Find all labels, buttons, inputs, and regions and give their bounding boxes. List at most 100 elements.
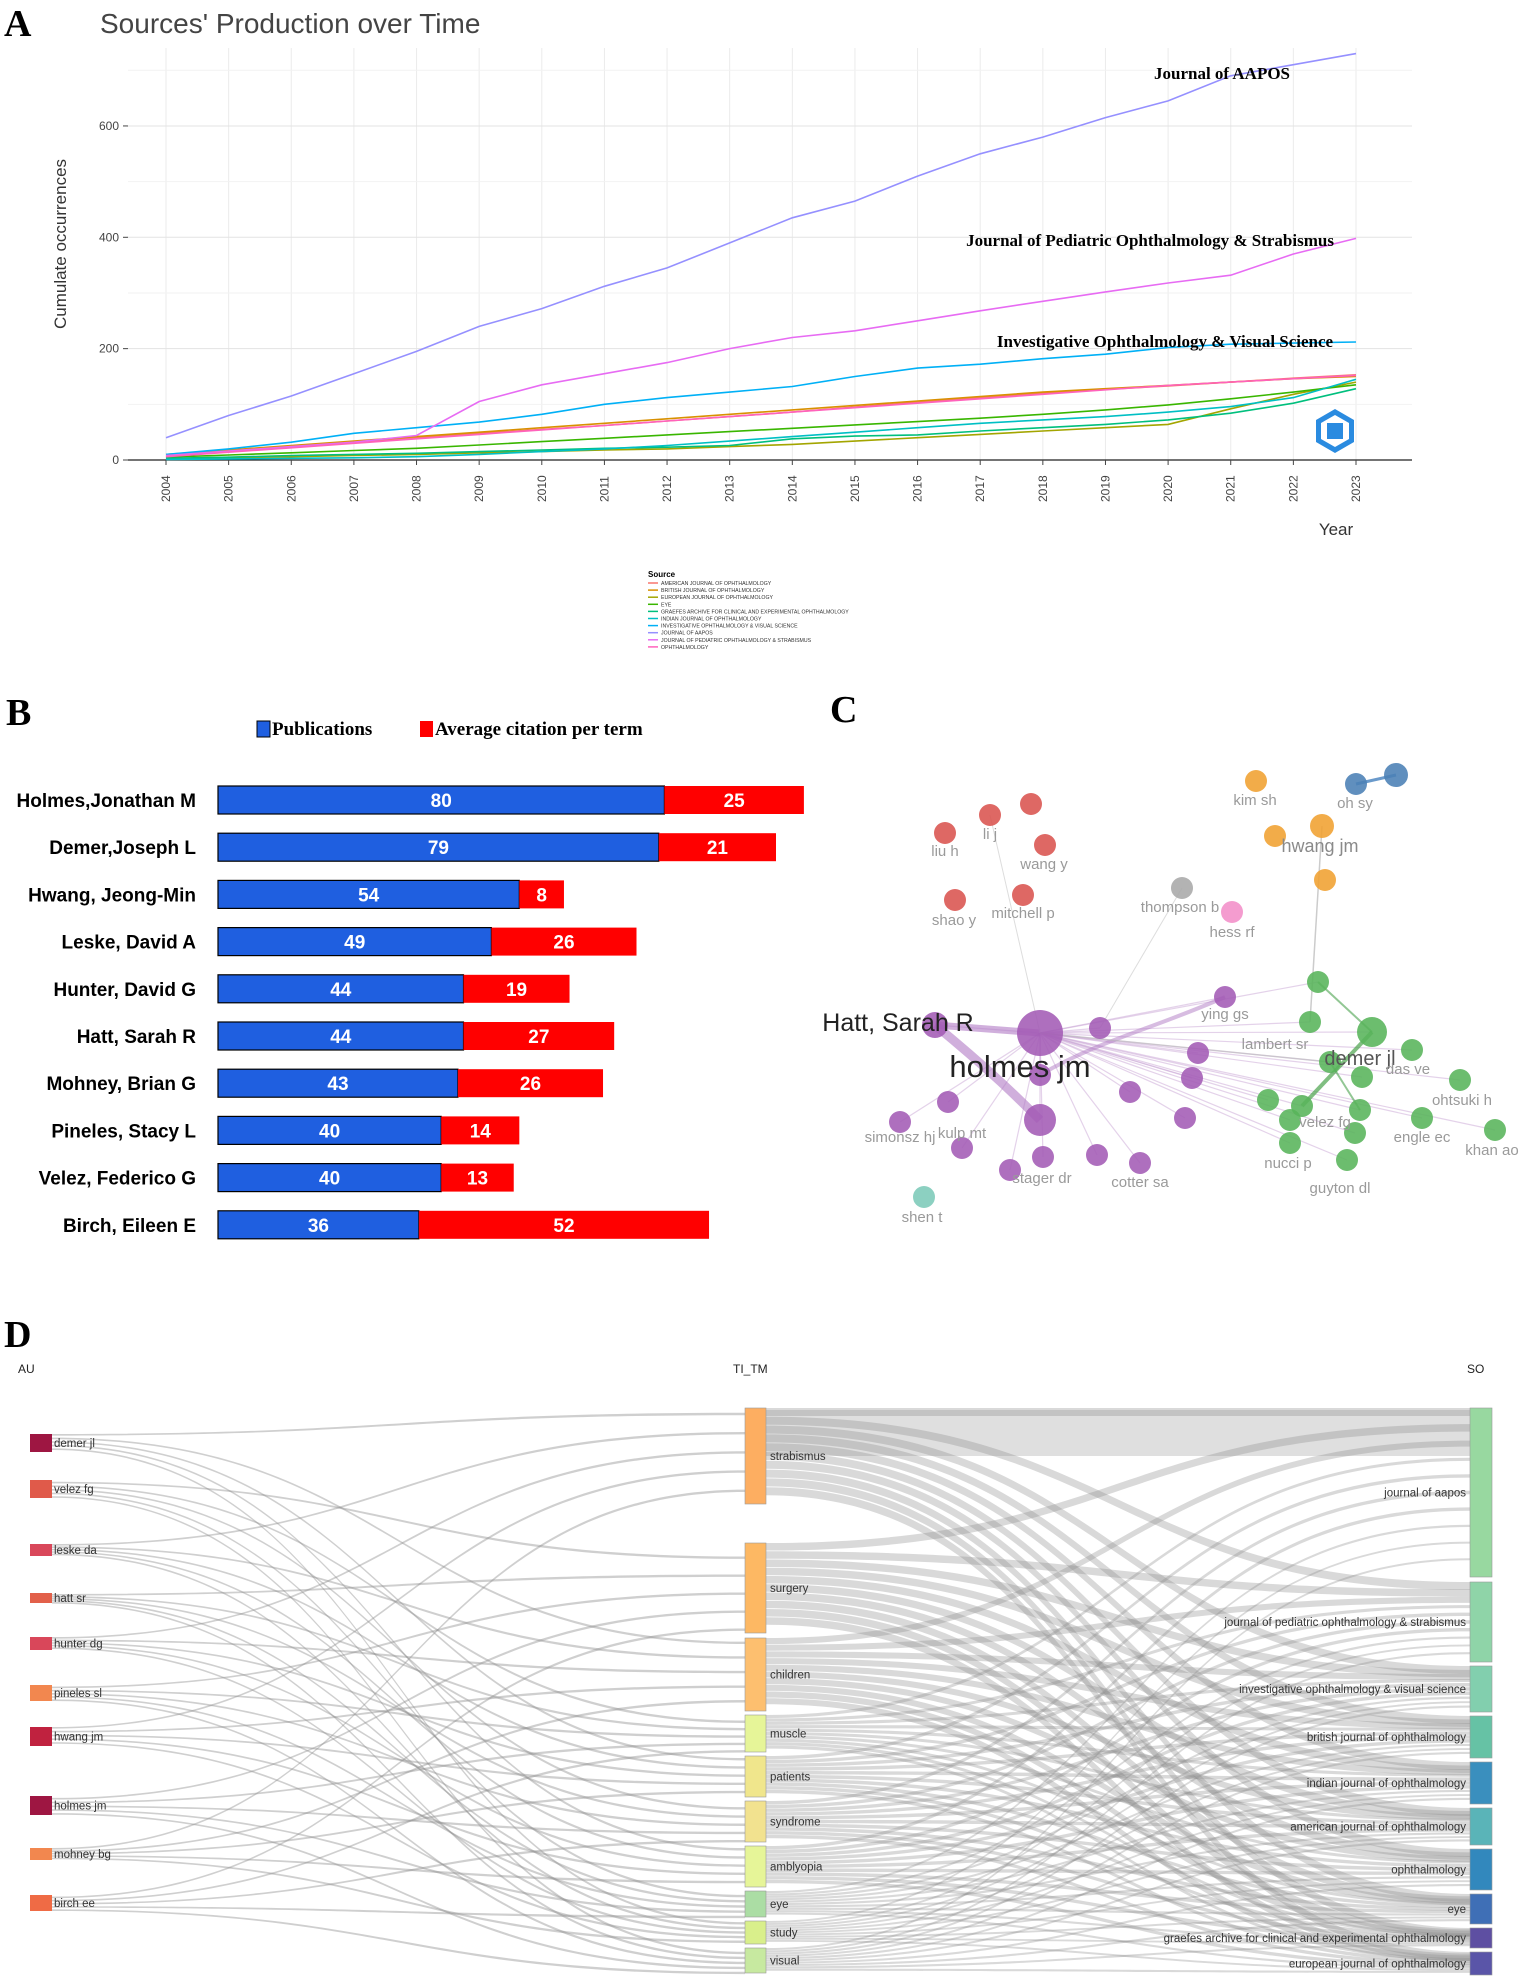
sankey-label-so-eye: eye xyxy=(1447,1904,1466,1916)
network-node-green xyxy=(1279,1109,1301,1131)
link-titm-so xyxy=(766,1620,1470,1809)
bar-citation xyxy=(418,1210,710,1239)
legend-label-journal-of-aapos: JOURNAL OF AAPOS xyxy=(661,631,713,637)
node-label-ying-gs: ying gs xyxy=(1201,1006,1249,1023)
network-node-purple xyxy=(1024,1104,1056,1136)
annotation-iovs: Investigative Ophthalmology & Visual Sci… xyxy=(997,332,1334,351)
sankey-node-titm-surgery xyxy=(744,1542,767,1634)
network-node-green xyxy=(1484,1119,1506,1141)
network-node-purple xyxy=(1032,1146,1054,1168)
sankey-node-titm-study xyxy=(744,1920,767,1945)
network-node-purple xyxy=(1129,1152,1151,1174)
value-publications: 40 xyxy=(319,1169,340,1190)
legend-label-eye: EYE xyxy=(661,602,672,608)
link-au-titm xyxy=(52,1470,745,1729)
sankey-label-so-indian-journal-of-ophthalmology: indian journal of ophthalmology xyxy=(1307,1778,1466,1790)
network-edge xyxy=(1039,1032,1186,1119)
sankey-label-titm-syndrome: syndrome xyxy=(770,1817,821,1829)
node-label-demer-jl: demer jl xyxy=(1324,1048,1395,1070)
link-titm-so xyxy=(766,1735,1470,1864)
bar-publications xyxy=(217,832,660,862)
legend-label-graefes-archive-for-clinical-and-experimental-ophthalmology: GRAEFES ARCHIVE FOR CLINICAL AND EXPERIM… xyxy=(661,609,849,615)
sankey-node-so-investigative-ophthalmology-visual-science xyxy=(1469,1665,1493,1713)
x-tick-label: 2006 xyxy=(284,475,298,502)
node-label-cotter-sa: cotter sa xyxy=(1111,1174,1169,1191)
network-node-purple xyxy=(999,1159,1021,1181)
node-label-das-ve: das ve xyxy=(1386,1061,1430,1078)
link-titm-so xyxy=(766,1789,1470,1964)
network-node-green xyxy=(1257,1089,1279,1111)
link-titm-so xyxy=(766,1425,1470,1674)
author-label: Holmes,Jonathan M xyxy=(17,791,196,812)
sankey-label-au-velez-fg: velez fg xyxy=(54,1484,94,1496)
link-titm-so xyxy=(766,1664,1470,1776)
link-titm-so xyxy=(766,1490,1470,1805)
series-line-european-journal-of-ophthalmology xyxy=(165,381,1357,460)
link-au-titm xyxy=(52,1441,745,1761)
link-au-titm xyxy=(52,1813,745,1970)
link-titm-so xyxy=(766,1745,1470,1962)
link-titm-so xyxy=(766,1907,1470,1916)
legend-b-publications: Publications xyxy=(272,719,372,740)
link-au-titm xyxy=(52,1738,745,1876)
link-au-titm xyxy=(52,1489,745,1850)
network-edge xyxy=(1039,1032,1141,1164)
sankey-col-titm: TI_TM xyxy=(733,1362,768,1376)
link-au-titm xyxy=(52,1551,745,1859)
link-titm-so xyxy=(766,1916,1470,1938)
link-au-titm xyxy=(52,1598,745,1818)
link-titm-so xyxy=(766,1684,1470,1905)
node-label-velez-fg: velez fg xyxy=(1299,1114,1351,1131)
link-au-titm xyxy=(52,1496,745,1955)
link-au-titm xyxy=(52,1448,745,1925)
network-node-red xyxy=(1034,834,1056,856)
network-node-purple xyxy=(951,1137,973,1159)
bar-citation xyxy=(664,786,804,814)
y-tick-label: 400 xyxy=(99,230,119,244)
link-titm-so xyxy=(766,1567,1470,1727)
link-titm-so xyxy=(766,1742,1470,1937)
link-titm-so xyxy=(766,1738,1470,1906)
network-node-orange xyxy=(1264,825,1286,847)
link-titm-so xyxy=(766,1910,1470,1943)
network-node-purple xyxy=(1181,1067,1203,1089)
node-label-hatt-sarah-r: Hatt, Sarah R xyxy=(822,1009,973,1037)
network-node-purple xyxy=(1029,1064,1051,1086)
bar-publications xyxy=(217,1115,442,1146)
network-node-green xyxy=(1351,1066,1373,1088)
sankey-label-au-pineles-sl: pineles sl xyxy=(54,1688,102,1700)
network-node-green xyxy=(1449,1069,1471,1091)
link-titm-so xyxy=(766,1839,1470,1962)
legend-label-british-journal-of-ophthalmology: BRITISH JOURNAL OF OPHTHALMOLOGY xyxy=(661,588,765,594)
link-au-titm xyxy=(52,1644,745,1867)
sankey-node-so-ophthalmology xyxy=(1469,1848,1493,1891)
link-titm-so xyxy=(766,1596,1470,1651)
sankey-node-au-mohney-bg xyxy=(30,1848,52,1860)
value-publications: 44 xyxy=(330,980,352,1001)
sankey-label-so-journal-of-aapos: journal of aapos xyxy=(1383,1488,1466,1500)
value-publications: 44 xyxy=(330,1027,352,1048)
link-au-titm xyxy=(52,1906,745,1919)
node-label-liu-h: liu h xyxy=(931,843,959,860)
sankey-node-titm-eye xyxy=(744,1890,767,1918)
legend-b-citation: Average citation per term xyxy=(435,719,643,740)
link-titm-so xyxy=(766,1937,1470,1945)
link-titm-so xyxy=(766,1524,1470,1894)
chart-a-ylabel: Cumulate occurrences xyxy=(51,159,70,329)
sankey-node-au-pineles-sl xyxy=(30,1685,52,1701)
annotation-aapos: Journal of AAPOS xyxy=(1154,64,1290,83)
x-tick-label: 2007 xyxy=(347,475,361,502)
link-au-titm xyxy=(52,1696,745,1908)
link-au-titm xyxy=(52,1451,745,1639)
panel-label-d: D xyxy=(4,1314,31,1356)
network-node-green xyxy=(1357,1017,1387,1047)
bar-citation xyxy=(463,1022,615,1050)
link-au-titm xyxy=(52,1412,745,1436)
network-node-blue xyxy=(1384,763,1408,787)
link-titm-so xyxy=(766,1592,1470,1860)
network-edge xyxy=(1039,1032,1291,1121)
link-titm-so xyxy=(766,1786,1470,1939)
sankey-node-titm-muscle xyxy=(744,1714,767,1753)
x-tick-label: 2009 xyxy=(472,475,486,502)
link-titm-so xyxy=(766,1771,1470,1781)
